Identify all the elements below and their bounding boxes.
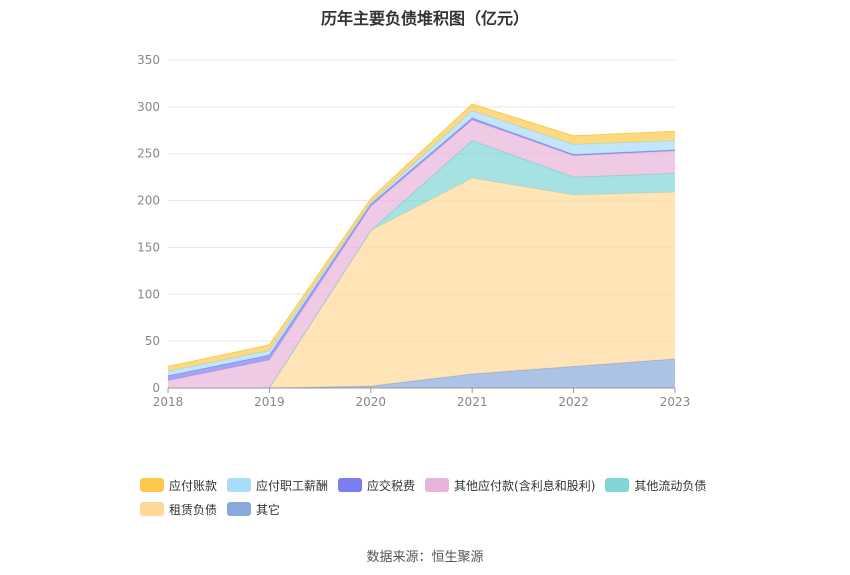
y-tick-label: 0 <box>152 381 160 395</box>
y-tick-label: 200 <box>137 194 160 208</box>
y-tick-label: 250 <box>137 147 160 161</box>
legend-item[interactable]: 应付账款 <box>140 477 217 494</box>
area-租赁负债 <box>168 178 675 388</box>
legend-label: 应付账款 <box>169 478 218 493</box>
legend-item[interactable]: 其他应付款(含利息和股利) <box>425 477 595 494</box>
area-其他应付款(含利息和股利) <box>168 119 675 388</box>
legend-swatch <box>227 502 252 516</box>
area-line-应付账款 <box>167 103 676 367</box>
legend: 应付账款 应付职工薪酬 应交税费 其他应付款(含利息和股利) 其他流动负债 租赁负债 其它 <box>140 473 740 521</box>
legend-label: 应付职工薪酬 <box>256 478 329 493</box>
legend-label: 其它 <box>256 502 281 517</box>
legend-item[interactable]: 应交税费 <box>338 477 415 494</box>
legend-swatch <box>605 478 630 492</box>
area-series <box>167 103 676 389</box>
legend-item[interactable]: 其他流动负债 <box>605 477 706 494</box>
legend-row: 租赁负债 其它 <box>140 497 740 521</box>
legend-label: 其他应付款(含利息和股利) <box>454 478 596 493</box>
x-tick-label: 2023 <box>660 395 691 409</box>
legend-item[interactable]: 租赁负债 <box>140 501 217 518</box>
y-tick-label: 100 <box>137 287 160 301</box>
y-tick-label: 50 <box>145 334 160 348</box>
legend-item[interactable]: 其它 <box>227 501 280 518</box>
legend-label: 租赁负债 <box>169 502 218 517</box>
y-tick-label: 350 <box>137 53 160 67</box>
legend-row: 应付账款 应付职工薪酬 应交税费 其他应付款(含利息和股利) 其他流动负债 <box>140 473 740 497</box>
axes: 0 50 100 150 200 250 300 350 2018 2019 2020 2021 202… <box>137 53 690 409</box>
legend-swatch <box>140 502 164 516</box>
x-tick-label: 2020 <box>356 395 387 409</box>
legend-swatch <box>140 478 164 492</box>
data-source: 数据来源：恒生聚源 <box>366 550 484 565</box>
legend-item[interactable]: 应付职工薪酬 <box>227 477 328 494</box>
legend-swatch <box>425 478 450 492</box>
chart-title: 历年主要负债堆积图（亿元） <box>320 9 529 28</box>
x-tick-label: 2021 <box>457 395 488 409</box>
x-tick-label: 2018 <box>153 395 184 409</box>
x-tick-label: 2022 <box>558 395 589 409</box>
x-tick-label: 2019 <box>254 395 285 409</box>
legend-label: 应交税费 <box>367 478 416 493</box>
area-其他流动负债 <box>168 140 675 388</box>
legend-label: 其他流动负债 <box>634 478 707 493</box>
legend-swatch <box>338 478 363 492</box>
area-其它 <box>168 358 675 388</box>
y-tick-label: 300 <box>137 100 160 114</box>
legend-swatch <box>227 478 252 492</box>
y-tick-label: 150 <box>137 240 160 254</box>
